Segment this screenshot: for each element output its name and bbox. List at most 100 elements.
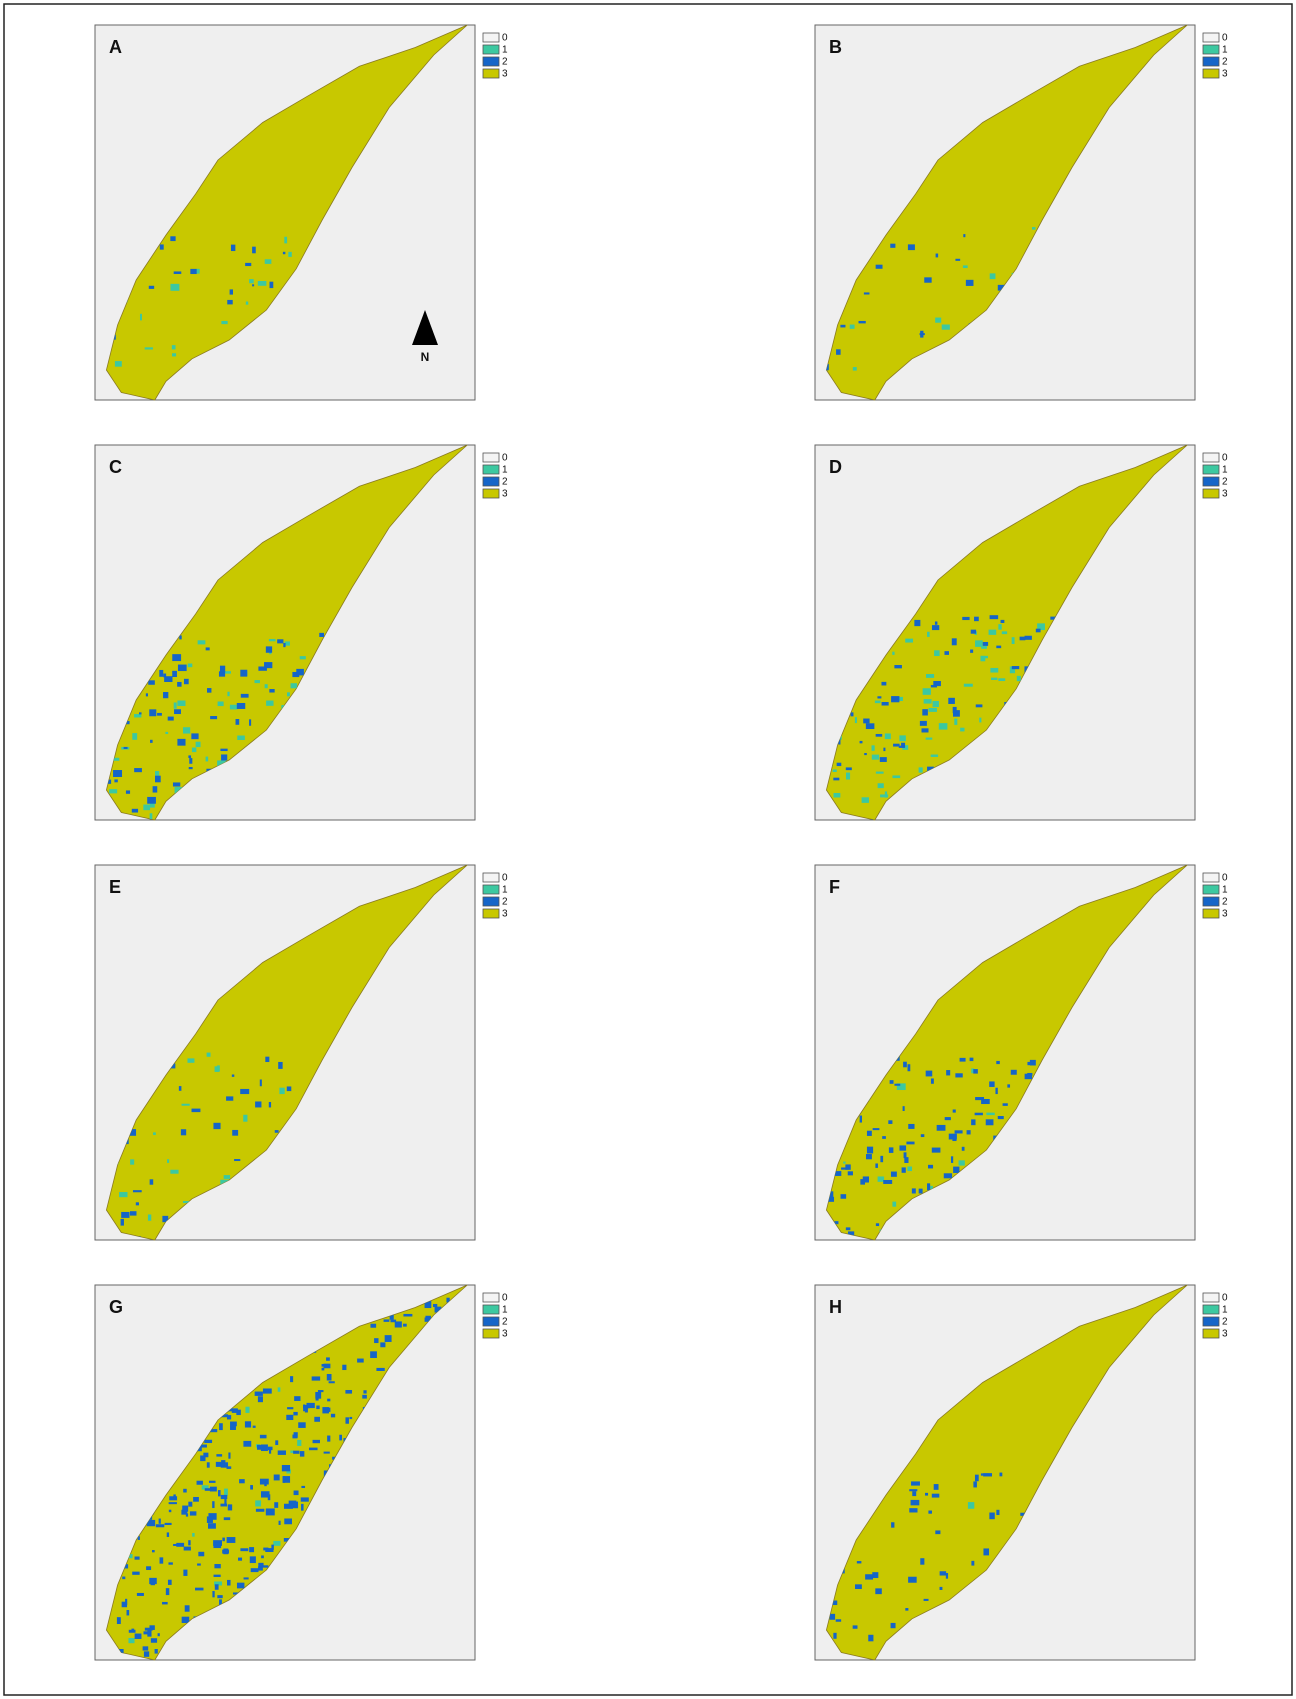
speckle: [170, 284, 179, 291]
speckle: [215, 1584, 219, 1590]
speckle: [227, 1415, 231, 1419]
speckle: [212, 1501, 214, 1508]
speckle: [316, 1406, 319, 1410]
speckle: [254, 680, 259, 683]
speckle: [115, 361, 122, 367]
speckle: [834, 793, 841, 798]
speckle: [252, 247, 256, 254]
speckle: [150, 740, 153, 743]
speckle: [143, 805, 150, 811]
speckle: [190, 269, 196, 274]
speckle: [944, 1173, 952, 1178]
legend-swatch: [1203, 489, 1219, 498]
speckle: [909, 1489, 917, 1491]
speckle: [300, 1451, 304, 1457]
speckle: [908, 1124, 914, 1129]
speckle: [878, 1176, 885, 1181]
speckle: [188, 664, 193, 668]
speckle: [971, 1119, 975, 1125]
speckle: [837, 763, 842, 766]
speckle: [928, 1165, 933, 1169]
speckle: [891, 1522, 894, 1527]
legend-label: 2: [502, 477, 508, 488]
legend-swatch: [1203, 1305, 1219, 1314]
legend-label: 0: [502, 1293, 508, 1304]
speckle: [968, 1502, 974, 1509]
speckle: [232, 1408, 238, 1413]
speckle: [970, 650, 973, 653]
speckle: [266, 646, 272, 652]
speckle: [207, 1053, 211, 1057]
speckle: [329, 1381, 335, 1383]
speckle: [139, 712, 142, 714]
speckle: [198, 1552, 204, 1556]
speckle: [848, 1171, 853, 1175]
speckle: [207, 688, 211, 693]
speckle: [327, 1374, 332, 1381]
speckle: [843, 1162, 845, 1164]
speckle: [279, 1521, 281, 1525]
speckle: [192, 1109, 201, 1113]
speckle: [234, 1159, 240, 1161]
speckle: [294, 1396, 300, 1401]
legend-swatch: [483, 45, 499, 54]
speckle: [212, 1591, 214, 1597]
speckle: [209, 1481, 216, 1483]
speckle: [291, 683, 298, 688]
speckle: [906, 1142, 914, 1145]
speckle: [866, 723, 875, 729]
speckle: [258, 1396, 263, 1402]
speckle: [924, 1599, 929, 1601]
speckle: [283, 643, 285, 647]
speckle: [384, 1319, 390, 1321]
speckle: [1030, 1060, 1036, 1066]
speckle: [275, 1130, 279, 1133]
legend-swatch: [483, 453, 499, 462]
speckle: [327, 1399, 330, 1402]
speckle: [220, 666, 225, 673]
speckle: [932, 1148, 941, 1153]
speckle: [283, 1476, 285, 1483]
speckle: [967, 1130, 971, 1134]
speckle: [923, 688, 931, 695]
speckle: [274, 1475, 280, 1481]
speckle: [362, 1395, 367, 1399]
speckle: [385, 1335, 392, 1342]
legend-swatch: [1203, 885, 1219, 894]
speckle: [936, 254, 939, 258]
speckle: [973, 1069, 978, 1074]
speckle: [990, 273, 996, 279]
speckle: [316, 1394, 319, 1401]
speckle: [269, 689, 274, 692]
panel-label: H: [829, 1297, 842, 1317]
speckle: [258, 667, 267, 671]
speckle: [224, 1489, 228, 1496]
speckle: [206, 647, 210, 650]
speckle: [908, 1064, 911, 1071]
speckle: [919, 1189, 923, 1194]
speckle: [230, 1422, 237, 1427]
speckle: [970, 1058, 974, 1061]
legend-label: 3: [1222, 1329, 1228, 1340]
speckle: [167, 1532, 169, 1537]
speckle: [1007, 1084, 1010, 1087]
speckle: [395, 1321, 402, 1327]
speckle: [851, 712, 854, 716]
legend-swatch: [1203, 69, 1219, 78]
speckle: [163, 692, 168, 698]
speckle: [846, 1227, 851, 1230]
speckle: [250, 1556, 256, 1563]
speckle: [876, 1223, 879, 1226]
speckle: [322, 1368, 325, 1371]
legend-swatch: [1203, 465, 1219, 474]
speckle: [227, 300, 232, 304]
speckle: [130, 1159, 134, 1164]
speckle: [284, 1518, 292, 1524]
speckle: [363, 1390, 366, 1393]
speckle: [863, 719, 869, 724]
speckle: [878, 783, 884, 788]
speckle: [214, 1575, 221, 1577]
speckle: [250, 1485, 253, 1490]
speckle: [345, 1417, 348, 1423]
legend-label: 3: [502, 1329, 508, 1340]
